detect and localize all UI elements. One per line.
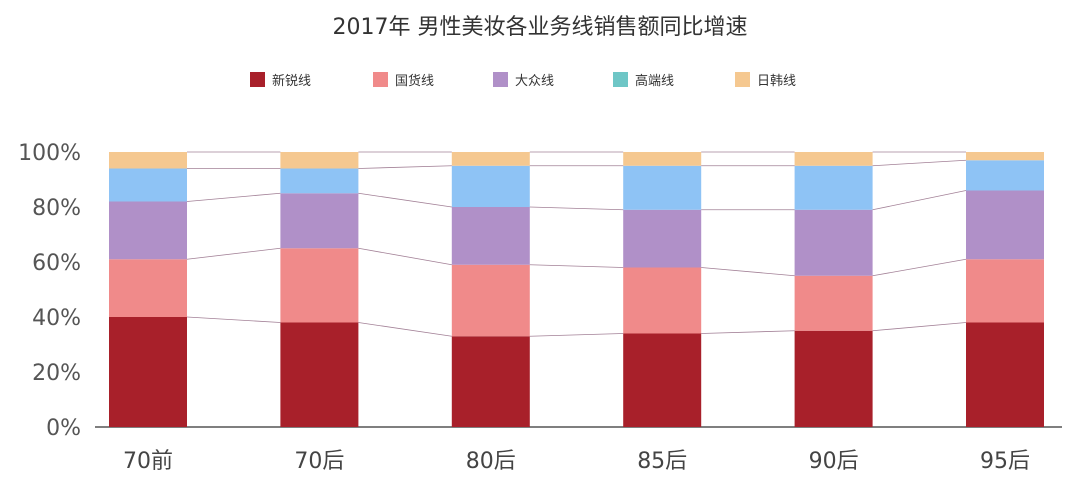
connector-line [872,322,967,332]
x-tick-label: 80后 [466,449,516,474]
bar-segment-1 [280,248,359,323]
connector-lines [186,151,967,337]
connector-line [529,333,624,337]
legend-swatch-4 [735,72,750,87]
legend: 新锐线 国货线 大众线 高端线 日韩线 [250,72,796,89]
bar-segment-3 [623,165,702,210]
bar-segment-3 [280,168,359,194]
y-tick-label: 100% [18,141,81,166]
connector-line [872,159,967,167]
x-axis-labels: 70前 70后 80后 85后 90后 95后 [123,449,1030,474]
legend-swatch-3 [613,72,628,87]
bar-segment-3 [451,165,530,207]
connector-line [186,192,281,202]
legend-label-4: 日韩线 [757,74,796,89]
bar-segment-4 [623,152,702,166]
bars [109,152,1044,427]
legend-swatch-0 [250,72,265,87]
legend-label-1: 国货线 [395,73,434,89]
y-tick-label: 20% [32,361,81,386]
bar-segment-4 [451,152,530,166]
x-tick-label: 70前 [123,449,173,474]
bar-segment-2 [109,201,187,260]
bar-segment-4 [794,152,873,166]
bar-segment-1 [794,275,873,331]
bar-segment-3 [109,168,187,202]
bar-segment-2 [451,207,530,265]
bar-segment-0 [966,322,1044,427]
chart-title: 2017年 男性美妆各业务线销售额同比增速 [333,15,748,40]
y-tick-label: 60% [32,251,81,276]
bar-segment-0 [451,336,530,427]
legend-label-0: 新锐线 [272,73,311,89]
y-tick-label: 40% [32,306,81,331]
connector-line [186,247,281,260]
connector-line [358,192,452,208]
connector-line [358,322,452,337]
legend-swatch-2 [493,72,508,87]
connector-line [358,165,452,169]
connector-line [529,264,624,268]
y-axis: 0% 20% 40% 60% 80% 100% [18,141,1062,441]
bar-segment-0 [623,333,702,427]
bar-segment-2 [794,209,873,276]
x-tick-label: 85后 [637,449,687,474]
bar-segment-1 [109,259,187,317]
connector-line [529,206,624,211]
bar-segment-2 [966,190,1044,260]
x-tick-label: 90后 [809,449,859,474]
bar-segment-1 [623,267,702,334]
legend-label-3: 高端线 [635,73,674,89]
bar-segment-1 [966,259,1044,323]
x-tick-label: 70后 [294,449,344,474]
bar-segment-4 [109,152,187,169]
bar-segment-0 [280,322,359,427]
connector-line [701,267,795,277]
connector-line [872,258,967,277]
x-tick-label: 95后 [980,449,1030,474]
connector-line [701,330,795,334]
bar-segment-3 [794,165,873,210]
legend-swatch-1 [373,72,388,87]
bar-segment-0 [109,317,187,427]
y-tick-label: 80% [32,196,81,221]
bar-segment-4 [966,152,1044,161]
bar-segment-0 [794,330,873,427]
bar-segment-4 [280,152,359,169]
legend-label-2: 大众线 [515,74,554,89]
y-tick-label: 0% [46,416,81,441]
bar-segment-2 [623,209,702,268]
bar-segment-3 [966,160,1044,191]
bar-segment-1 [451,264,530,337]
connector-line [186,316,281,323]
bar-segment-2 [280,193,359,249]
connector-line [358,247,452,266]
connector-line [872,190,967,211]
